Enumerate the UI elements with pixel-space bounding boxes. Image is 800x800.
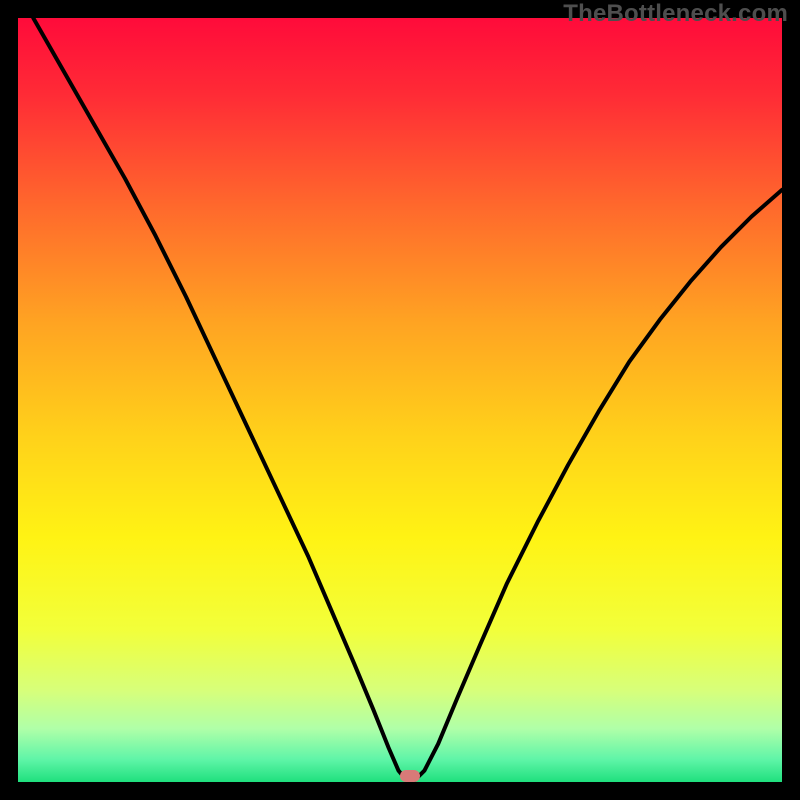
watermark-text: TheBottleneck.com <box>563 0 788 28</box>
curve-path <box>33 18 782 780</box>
chart-container: TheBottleneck.com <box>0 0 800 800</box>
bottleneck-curve <box>18 18 782 782</box>
optimal-marker <box>400 770 420 782</box>
plot-area <box>18 18 782 782</box>
